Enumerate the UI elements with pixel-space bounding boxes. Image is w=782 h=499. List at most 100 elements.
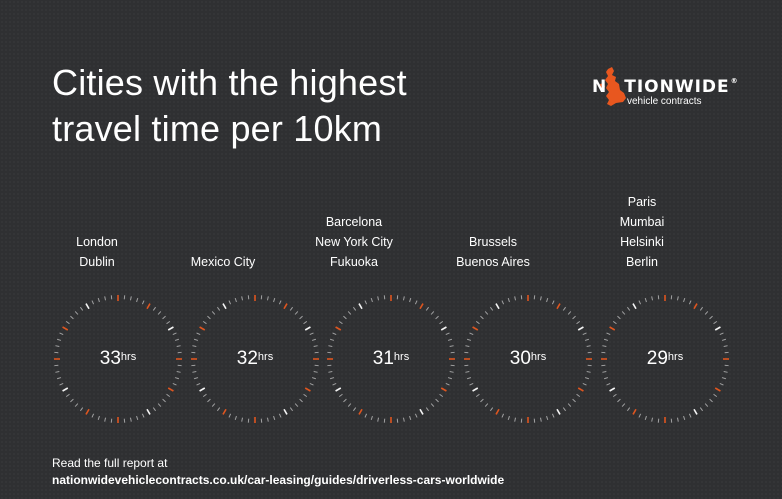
dial-tick bbox=[85, 303, 90, 310]
dial-tick bbox=[430, 311, 435, 315]
dial-tick bbox=[199, 326, 206, 331]
dial-tick bbox=[714, 387, 721, 392]
dial-tick bbox=[472, 326, 479, 331]
dial-tick bbox=[70, 315, 74, 320]
dial-tick bbox=[266, 417, 269, 422]
dial-tick bbox=[466, 338, 472, 341]
dial-tick bbox=[609, 387, 616, 392]
dial-tick bbox=[602, 345, 607, 348]
logo-wordmark: N TIONWIDE® bbox=[592, 77, 739, 97]
dial-tick bbox=[228, 300, 232, 305]
city-label: Mexico City bbox=[190, 255, 256, 269]
dial-tick bbox=[713, 393, 718, 398]
dial-tick bbox=[343, 398, 347, 403]
dial-tick bbox=[303, 320, 308, 325]
dial-tick bbox=[430, 403, 435, 407]
dial-tick bbox=[576, 393, 581, 398]
dial-tick bbox=[364, 300, 368, 305]
dial-tick bbox=[59, 382, 64, 386]
city-label: Brussels bbox=[469, 235, 517, 249]
dial-tick bbox=[445, 382, 450, 386]
dial-tick bbox=[414, 300, 418, 305]
dial-tick bbox=[162, 398, 166, 403]
dial-tick bbox=[603, 377, 609, 380]
dial-tick bbox=[79, 407, 84, 412]
dial-tick bbox=[97, 415, 100, 421]
logo-letter-n: N bbox=[592, 77, 608, 97]
dial-unit: hrs bbox=[120, 351, 137, 363]
nationwide-logo: N TIONWIDE® vehicle contracts bbox=[592, 66, 742, 108]
dial-tick bbox=[551, 413, 555, 418]
dial-tick bbox=[311, 377, 317, 380]
dial-tick bbox=[562, 407, 567, 412]
dial-tick bbox=[449, 345, 454, 348]
dial-tick bbox=[644, 415, 647, 421]
dial-tick bbox=[584, 338, 590, 341]
dial-tick bbox=[370, 297, 373, 303]
city-label: Dublin bbox=[79, 255, 115, 269]
dial-tick bbox=[489, 306, 494, 311]
dial-tick bbox=[338, 320, 343, 325]
footer-intro: Read the full report at bbox=[52, 456, 168, 470]
dial-tick bbox=[586, 370, 591, 373]
dial-tick bbox=[409, 297, 412, 303]
dial-tick bbox=[402, 417, 405, 422]
dial-tick bbox=[572, 398, 576, 403]
dial-tick bbox=[273, 415, 276, 421]
dial-tick bbox=[152, 306, 157, 311]
report-link[interactable]: nationwidevehiclecontracts.co.uk/car-lea… bbox=[52, 473, 505, 487]
dial-tick bbox=[577, 387, 584, 392]
dial-tick bbox=[699, 306, 704, 311]
dial-tick bbox=[97, 297, 100, 303]
dial-tick bbox=[332, 382, 337, 386]
dial-tick bbox=[514, 417, 517, 422]
city-group-29: Paris Mumbai Helsinki Berlin bbox=[567, 192, 717, 272]
dial-tick bbox=[447, 377, 453, 380]
dial-tick bbox=[304, 326, 311, 331]
dial-tick bbox=[167, 387, 174, 392]
dial-tick bbox=[299, 398, 303, 403]
dial-tick bbox=[507, 297, 510, 303]
dial-tick bbox=[484, 403, 489, 407]
dial-tick bbox=[495, 408, 500, 415]
dial-tick bbox=[556, 303, 561, 310]
dial-value-label: 32hrs bbox=[189, 348, 321, 370]
dial-tick bbox=[606, 332, 611, 336]
uk-map-icon bbox=[599, 67, 626, 106]
dial-tick bbox=[676, 296, 679, 301]
dial-tick bbox=[329, 377, 335, 380]
dial-tick bbox=[484, 311, 489, 315]
dial-value: 31 bbox=[372, 348, 394, 369]
dial-tick bbox=[304, 387, 311, 392]
dial-tick bbox=[693, 303, 698, 310]
dial-tick bbox=[651, 296, 654, 301]
dial-tick bbox=[335, 326, 342, 331]
dial-tick bbox=[612, 393, 617, 398]
dial-tick bbox=[55, 370, 60, 373]
dial-tick bbox=[402, 296, 405, 301]
dial-tick bbox=[228, 413, 232, 418]
dial-tick bbox=[626, 407, 631, 412]
dial-tick bbox=[59, 332, 64, 336]
dial-tick bbox=[91, 413, 95, 418]
dial-tick bbox=[465, 345, 470, 348]
dial-tick bbox=[199, 387, 206, 392]
dial-value: 29 bbox=[646, 348, 668, 369]
dial-ticks bbox=[464, 295, 592, 423]
city-group-30: Brussels Buenos Aires bbox=[418, 232, 568, 272]
dial-tick bbox=[167, 326, 174, 331]
dial-tick bbox=[303, 393, 308, 398]
dial-tick bbox=[602, 370, 607, 373]
dial-33: 33hrs bbox=[52, 293, 184, 425]
dial-tick bbox=[62, 387, 69, 392]
dial-tick bbox=[489, 407, 494, 412]
dial-tick bbox=[193, 377, 199, 380]
dial-tick bbox=[440, 326, 447, 331]
dial-tick bbox=[216, 306, 221, 311]
dial-tick bbox=[278, 300, 282, 305]
dial-tick bbox=[551, 300, 555, 305]
dial-tick bbox=[347, 311, 352, 315]
dial-tick bbox=[216, 407, 221, 412]
dial-tick bbox=[688, 413, 692, 418]
dial-unit: hrs bbox=[257, 351, 274, 363]
